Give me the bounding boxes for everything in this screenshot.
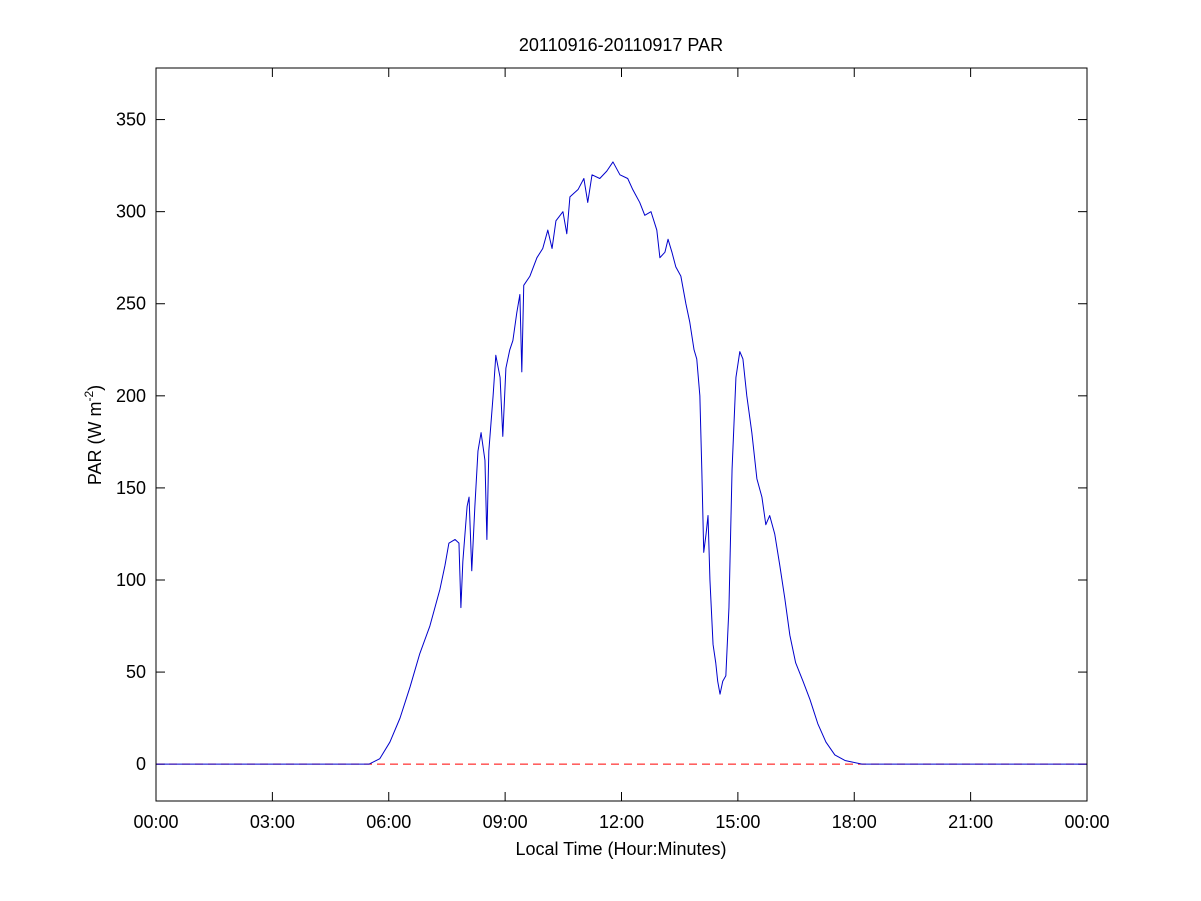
x-tick-label: 21:00: [948, 812, 993, 832]
y-tick-label: 350: [116, 110, 146, 130]
y-tick-label: 0: [136, 754, 146, 774]
chart-title: 20110916-20110917 PAR: [519, 35, 723, 55]
y-tick-label: 50: [126, 662, 146, 682]
plot-frame: [155, 67, 1088, 802]
x-tick-label: 06:00: [366, 812, 411, 832]
x-axis-label: Local Time (Hour:Minutes): [515, 839, 726, 859]
y-axis-label: PAR (W m-2): [82, 385, 105, 485]
x-tick-label: 09:00: [483, 812, 528, 832]
x-tick-label: 00:00: [133, 812, 178, 832]
data-line: [156, 161, 1087, 765]
y-tick-label: 150: [116, 478, 146, 498]
y-tick-label: 250: [116, 294, 146, 314]
x-tick-label: 00:00: [1064, 812, 1109, 832]
x-tick-label: 15:00: [715, 812, 760, 832]
x-tick-label: 03:00: [250, 812, 295, 832]
y-axis-label-main: PAR (W m: [85, 402, 105, 486]
y-tick-label: 100: [116, 570, 146, 590]
y-axis-label-sup: -2: [82, 391, 96, 402]
y-axis-label-end: ): [85, 385, 105, 391]
x-tick-label: 18:00: [832, 812, 877, 832]
x-tick-label: 12:00: [599, 812, 644, 832]
y-tick-label: 200: [116, 386, 146, 406]
y-tick-label: 300: [116, 202, 146, 222]
